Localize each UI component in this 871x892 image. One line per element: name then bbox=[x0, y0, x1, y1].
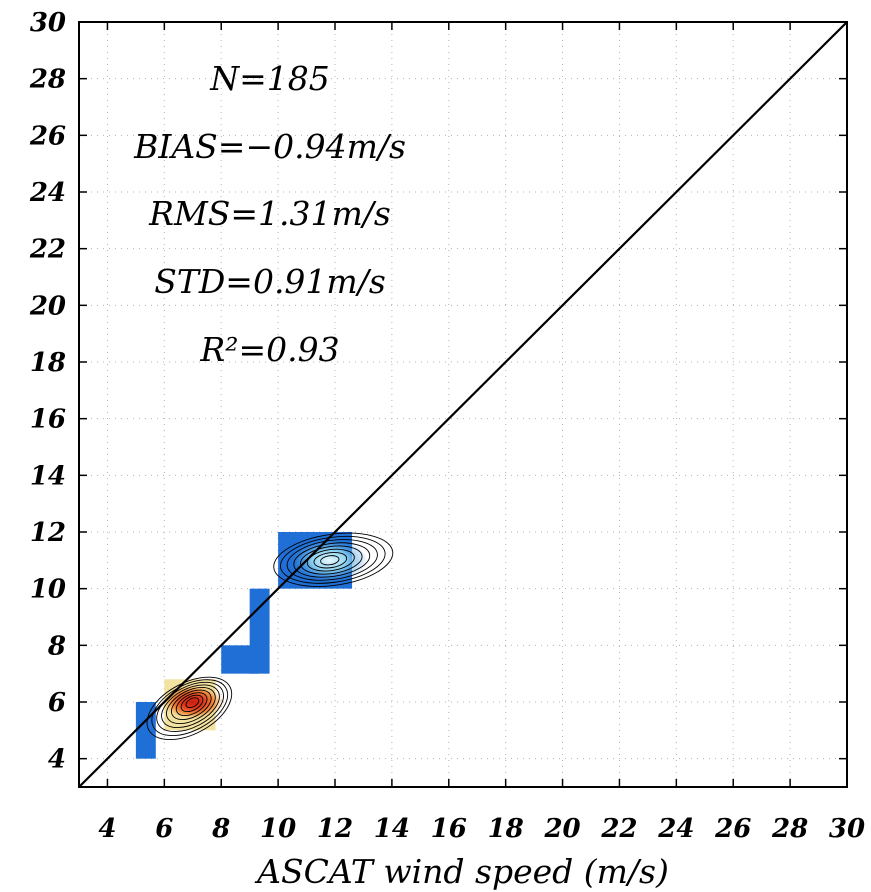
density-contour bbox=[170, 689, 212, 721]
density-contours bbox=[146, 532, 394, 740]
density-contour bbox=[185, 697, 200, 709]
y-tick-label: 8 bbox=[47, 631, 66, 661]
y-tick-label: 30 bbox=[30, 8, 66, 38]
density-contour bbox=[146, 676, 233, 740]
y-tick-label: 16 bbox=[30, 405, 66, 435]
y-tick-label: 24 bbox=[29, 178, 66, 208]
y-tick-label: 12 bbox=[30, 518, 66, 548]
y-tick-label: 22 bbox=[29, 235, 66, 265]
x-tick-label: 28 bbox=[771, 814, 808, 844]
x-tick-label: 18 bbox=[488, 814, 524, 844]
density-block bbox=[249, 588, 270, 674]
x-tick-label: 14 bbox=[374, 814, 410, 844]
one-to-one-line bbox=[78, 21, 848, 788]
x-tick-label: 26 bbox=[714, 814, 751, 844]
density-contour bbox=[180, 694, 204, 713]
density-contour bbox=[293, 542, 371, 578]
axis-ticks: 4 6 8 10 12 14 16 18 20 22 24 26 28 30 4 6 8 10 12 14 16 18 20… bbox=[29, 8, 865, 844]
density-contour bbox=[313, 551, 348, 569]
x-axis-title: ASCAT wind speed (m/s) bbox=[254, 852, 669, 891]
x-tick-label: 6 bbox=[155, 814, 173, 844]
y-tick-label: 26 bbox=[29, 121, 66, 151]
statistic-label: N=185 bbox=[209, 59, 330, 98]
density-contour bbox=[273, 532, 394, 587]
y-tick-label: 10 bbox=[30, 575, 66, 605]
density-contour bbox=[286, 539, 378, 581]
density-contour bbox=[166, 687, 216, 725]
y-tick-label: 28 bbox=[29, 65, 66, 95]
statistic-label: STD=0.91m/s bbox=[154, 262, 386, 301]
statistic-label: RMS=1.31m/s bbox=[148, 194, 391, 233]
density-block bbox=[135, 702, 156, 759]
density-peak bbox=[291, 538, 368, 583]
statistic-label: R²=0.93 bbox=[199, 330, 339, 369]
y-tick-label: 4 bbox=[48, 745, 66, 775]
x-tick-label: 4 bbox=[98, 814, 116, 844]
y-tick-label: 14 bbox=[30, 461, 66, 491]
x-tick-label: 20 bbox=[543, 814, 580, 844]
statistic-label: BIAS=−0.94m/s bbox=[133, 127, 406, 166]
y-tick-label: 20 bbox=[29, 291, 66, 321]
x-tick-label: 22 bbox=[600, 814, 637, 844]
x-tick-label: 8 bbox=[211, 814, 230, 844]
plot-frame bbox=[78, 21, 848, 788]
density-contour bbox=[306, 548, 355, 572]
x-tick-label: 30 bbox=[829, 814, 865, 844]
density-peak bbox=[160, 684, 225, 720]
density-contour bbox=[300, 545, 363, 575]
y-tick-label: 6 bbox=[48, 688, 66, 718]
statistics-block: N=185 BIAS=−0.94m/s RMS=1.31m/s STD=0.91m/s… bbox=[133, 59, 406, 369]
x-tick-label: 16 bbox=[431, 814, 467, 844]
x-tick-label: 10 bbox=[260, 814, 296, 844]
density-contour bbox=[156, 681, 224, 733]
density-contour bbox=[320, 555, 340, 566]
x-tick-label: 12 bbox=[317, 814, 353, 844]
density-contour bbox=[161, 684, 220, 729]
x-tick-label: 24 bbox=[657, 814, 694, 844]
density-contour bbox=[175, 692, 208, 717]
y-tick-label: 18 bbox=[30, 348, 66, 378]
